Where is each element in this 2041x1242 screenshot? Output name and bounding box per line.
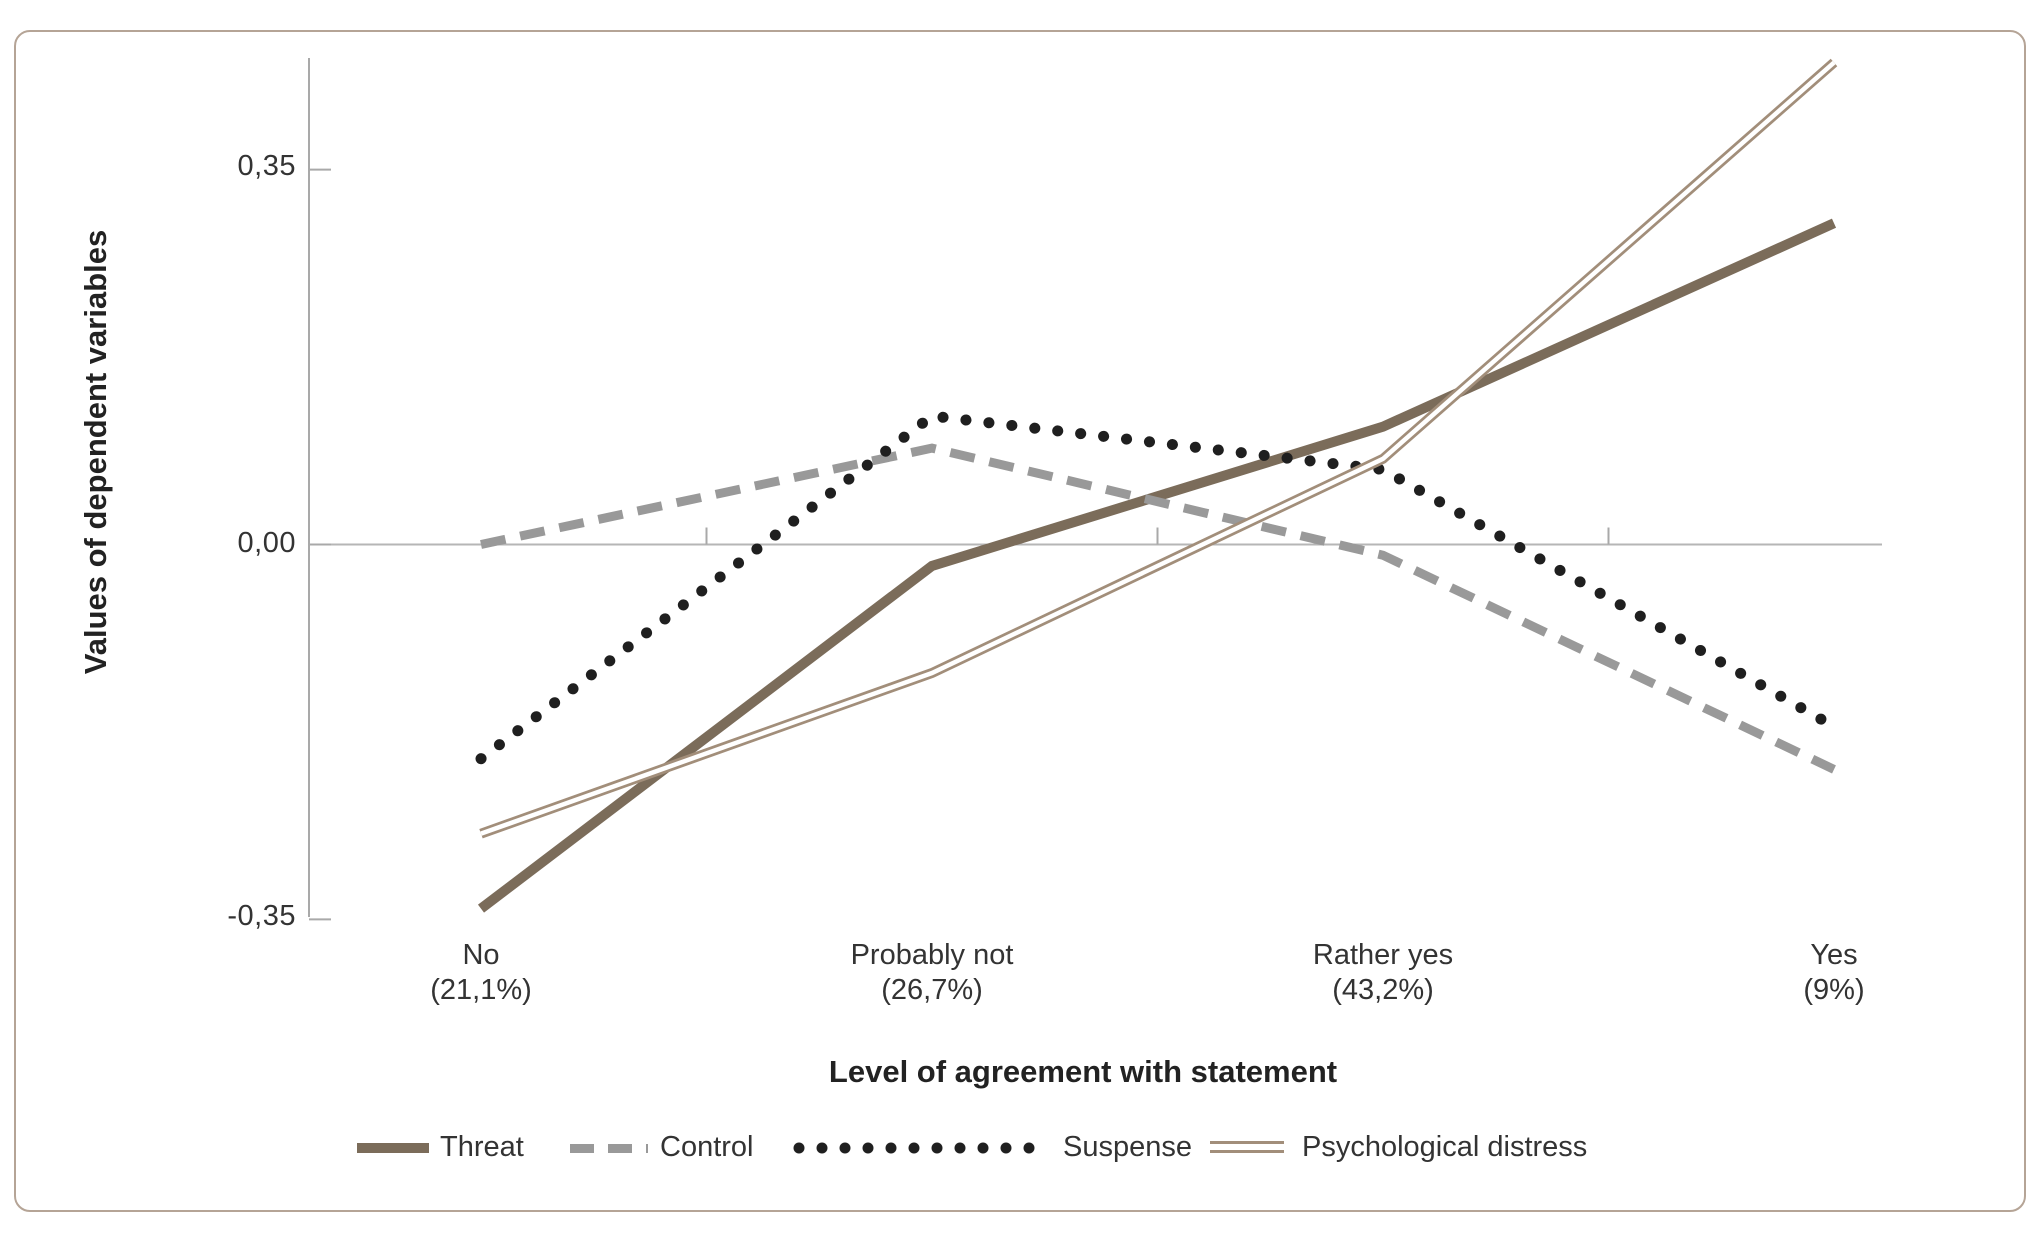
legend-swatch-psychological-distress: [1210, 1141, 1284, 1153]
x-category-text: Probably not: [850, 939, 1014, 971]
x-category-label-rather-yes: Rather yes (43,2%): [1223, 938, 1543, 1009]
y-axis-title: Values of dependent variables: [78, 229, 113, 675]
figure-border: [14, 30, 2026, 1212]
x-category-label-yes: Yes (9%): [1674, 938, 1994, 1009]
y-tick-label-zero: 0,00: [237, 526, 296, 559]
x-axis-title: Level of agreement with statement: [828, 1054, 1338, 1089]
y-tick-label-bottom: -0,35: [227, 899, 296, 932]
x-category-label-probably-not: Probably not (26,7%): [772, 938, 1092, 1009]
legend-label-psychological-distress: Psychological distress: [1302, 1130, 1588, 1163]
legend-swatch-threat: [357, 1143, 429, 1153]
x-category-percent: (43,2%): [1332, 974, 1434, 1007]
x-category-percent: (21,1%): [430, 974, 532, 1007]
x-category-percent: (26,7%): [881, 974, 983, 1007]
legend-label-control: Control: [660, 1130, 754, 1163]
legend-swatch-suspense: [793, 1142, 1045, 1154]
x-category-text: Yes: [1810, 939, 1858, 971]
legend-label-suspense: Suspense: [1063, 1130, 1192, 1163]
legend-swatch-control: [570, 1144, 648, 1153]
x-category-text: Rather yes: [1312, 939, 1454, 971]
x-category-percent: (9%): [1803, 974, 1865, 1007]
x-category-text: No: [462, 939, 500, 971]
legend-label-threat: Threat: [440, 1130, 524, 1163]
y-tick-label-top: 0,35: [237, 149, 296, 182]
x-category-label-no: No (21,1%): [321, 938, 641, 1009]
